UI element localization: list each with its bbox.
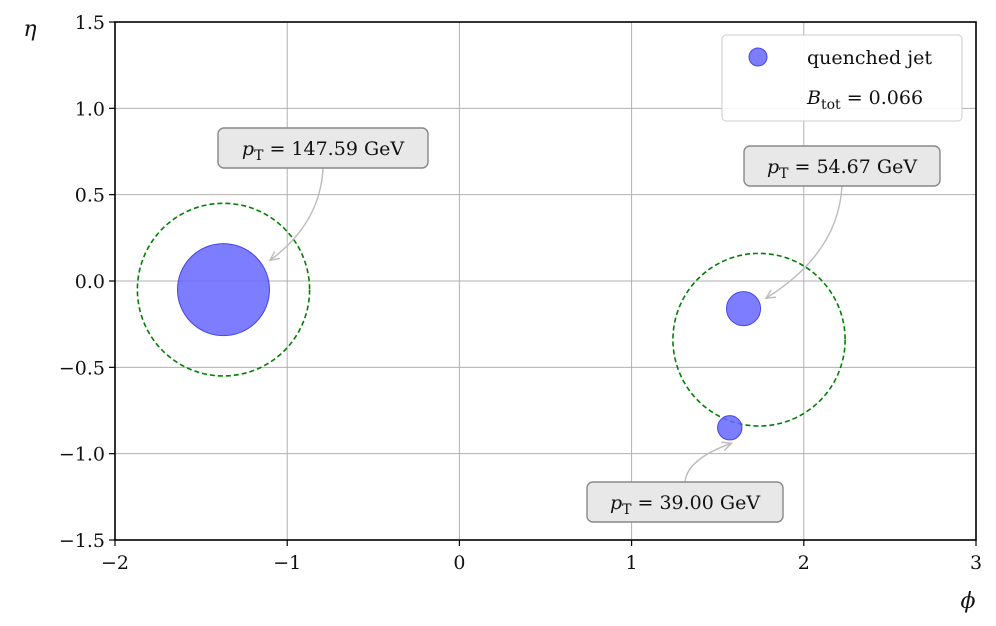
- y-tick-label: 0.0: [75, 271, 105, 293]
- x-tick-label: 3: [970, 552, 982, 574]
- annotation-arrowhead: [764, 289, 776, 300]
- annotation-label: pT = 147.59 GeV: [242, 138, 404, 164]
- annotation-pt: pT = 54.67 GeV: [743, 145, 941, 300]
- y-tick-label: −1.0: [59, 444, 105, 466]
- jet-cones: [136, 202, 846, 427]
- annotation-box: [743, 145, 941, 187]
- y-tick-label: 1.5: [75, 12, 105, 34]
- y-tick-label: −1.5: [59, 530, 105, 552]
- x-tick-label: 0: [453, 552, 465, 574]
- legend-label-quenched-jet: quenched jet: [807, 47, 932, 69]
- x-tick-label: −1: [273, 552, 301, 574]
- annotation-box: [217, 127, 429, 169]
- jet-cone-circle: [136, 202, 311, 377]
- annotation-arrow: [269, 167, 324, 261]
- annotation-pt: pT = 39.00 GeV: [586, 441, 784, 523]
- jet-point: [717, 415, 743, 441]
- x-axis-label: ϕ: [961, 589, 976, 614]
- x-tick-label: 2: [798, 552, 810, 574]
- legend-btot-label: Btot = 0.066: [806, 87, 923, 113]
- x-tick-label: 1: [626, 552, 638, 574]
- legend: quenched jet Btot = 0.066: [721, 34, 963, 122]
- y-tick-label: 0.5: [75, 185, 105, 207]
- annotations: pT = 147.59 GeV pT = 54.67 GeV pT = 39.00 …: [217, 127, 941, 523]
- data-points: [176, 243, 762, 441]
- annotation-arrowhead: [268, 251, 280, 262]
- y-tick-label: 1.0: [75, 98, 105, 120]
- y-axis-label: η: [23, 17, 36, 42]
- legend-box: [721, 34, 963, 122]
- annotation-pt: pT = 147.59 GeV: [217, 127, 429, 262]
- jet-point: [725, 291, 762, 327]
- jet-point: [176, 243, 270, 337]
- annotation-label: pT = 39.00 GeV: [610, 492, 760, 518]
- annotation-arrow: [684, 442, 732, 483]
- axis-ticks: −2 −1 0 1 2 3 −1.5 −1.0 −0.5 0.0 0.5 1.0 1.5: [59, 12, 982, 574]
- jet-cone-circle: [672, 252, 846, 427]
- y-tick-label: −0.5: [59, 357, 105, 379]
- annotation-arrow: [765, 185, 843, 299]
- legend-marker-quenched-jet: [748, 47, 768, 67]
- annotation-label: pT = 54.67 GeV: [767, 156, 917, 182]
- annotation-box: [586, 481, 784, 523]
- x-tick-label: −2: [101, 552, 129, 574]
- annotation-arrowhead: [721, 441, 733, 451]
